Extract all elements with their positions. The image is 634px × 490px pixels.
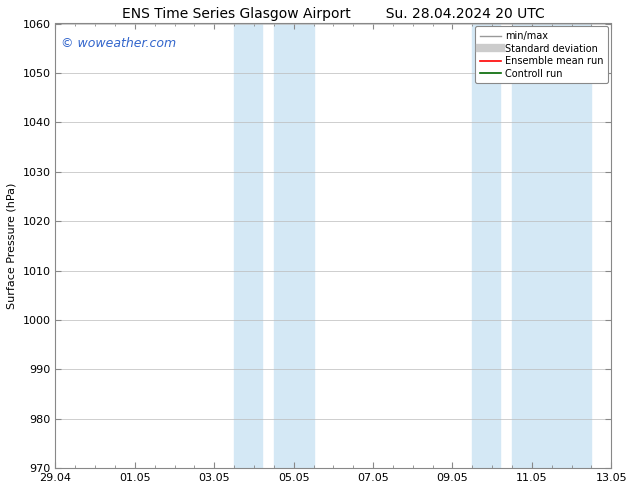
Text: © woweather.com: © woweather.com (61, 37, 176, 50)
Bar (234, 24, 262, 468)
Title: ENS Time Series Glasgow Airport        Su. 28.04.2024 20 UTC: ENS Time Series Glasgow Airport Su. 28.0… (122, 7, 545, 21)
Bar (512, 24, 592, 468)
Y-axis label: Surface Pressure (hPa): Surface Pressure (hPa) (7, 183, 17, 309)
Bar (274, 24, 314, 468)
Bar (472, 24, 500, 468)
Legend: min/max, Standard deviation, Ensemble mean run, Controll run: min/max, Standard deviation, Ensemble me… (475, 26, 609, 83)
